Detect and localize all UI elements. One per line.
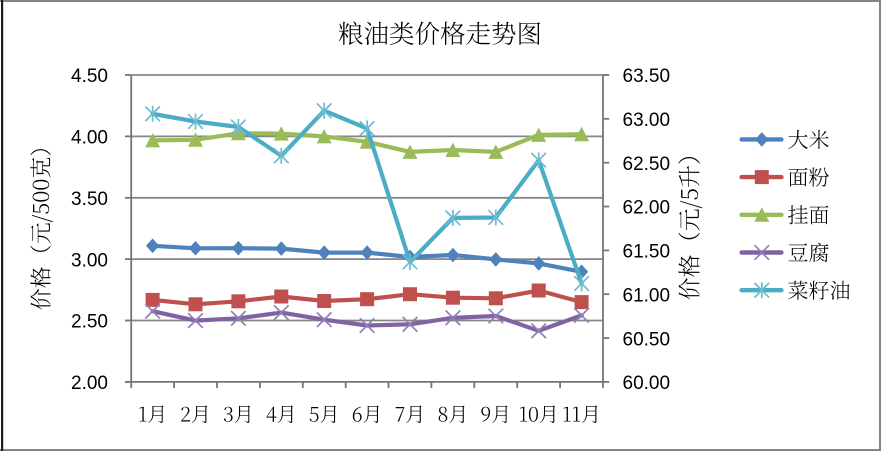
svg-text:60.00: 60.00 xyxy=(623,373,671,394)
svg-text:63.00: 63.00 xyxy=(623,110,671,131)
svg-text:61.00: 61.00 xyxy=(623,285,671,306)
svg-text:3.50: 3.50 xyxy=(71,189,108,210)
svg-text:4.00: 4.00 xyxy=(71,128,108,149)
svg-text:62.00: 62.00 xyxy=(623,198,671,219)
svg-text:2.50: 2.50 xyxy=(71,312,108,333)
svg-text:62.50: 62.50 xyxy=(623,154,671,175)
svg-text:63.50: 63.50 xyxy=(623,66,671,87)
svg-text:4.50: 4.50 xyxy=(71,66,108,87)
svg-text:61.50: 61.50 xyxy=(623,242,671,263)
svg-text:3.00: 3.00 xyxy=(71,250,108,271)
svg-text:60.50: 60.50 xyxy=(623,329,671,350)
svg-text:2.00: 2.00 xyxy=(71,373,108,394)
